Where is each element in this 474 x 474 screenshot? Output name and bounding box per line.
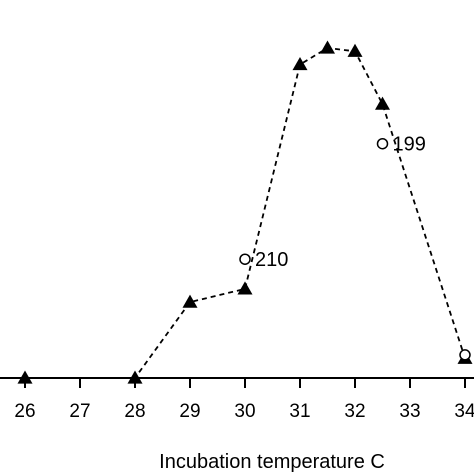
data-label-210: 210 (255, 249, 288, 271)
x-tick-label-26: 26 (14, 401, 35, 422)
x-axis-title: Incubation temperature C (159, 451, 385, 473)
triangle-point-7 (375, 96, 390, 110)
x-tick-label-33: 33 (399, 401, 420, 422)
circle-point-2 (459, 349, 471, 361)
series-line (25, 47, 466, 379)
x-axis-ticks (24, 378, 466, 388)
x-tick-label-30: 30 (234, 401, 255, 422)
x-tick-label-32: 32 (344, 401, 365, 422)
data-labels: 210 199 (255, 134, 426, 272)
triangle-point-1 (127, 370, 143, 384)
x-axis-tick-labels: 26 27 28 29 30 31 32 33 34 (14, 401, 474, 422)
series-circle-markers (239, 137, 471, 361)
x-tick-label-34: 34 (454, 401, 474, 422)
circle-point-1 (376, 137, 389, 150)
x-tick-label-27: 27 (69, 401, 90, 422)
x-tick-label-28: 28 (124, 401, 145, 422)
triangle-point-6 (347, 43, 363, 57)
triangle-point-3 (237, 281, 253, 295)
triangle-point-5 (320, 40, 335, 54)
circle-point-0 (239, 253, 251, 265)
triangle-point-0 (17, 370, 33, 384)
triangle-point-2 (182, 294, 198, 308)
x-tick-label-29: 29 (179, 401, 200, 422)
series-triangle-markers (17, 40, 473, 384)
data-label-199: 199 (393, 134, 426, 156)
triangle-point-4 (292, 57, 308, 71)
x-tick-label-31: 31 (289, 401, 310, 422)
